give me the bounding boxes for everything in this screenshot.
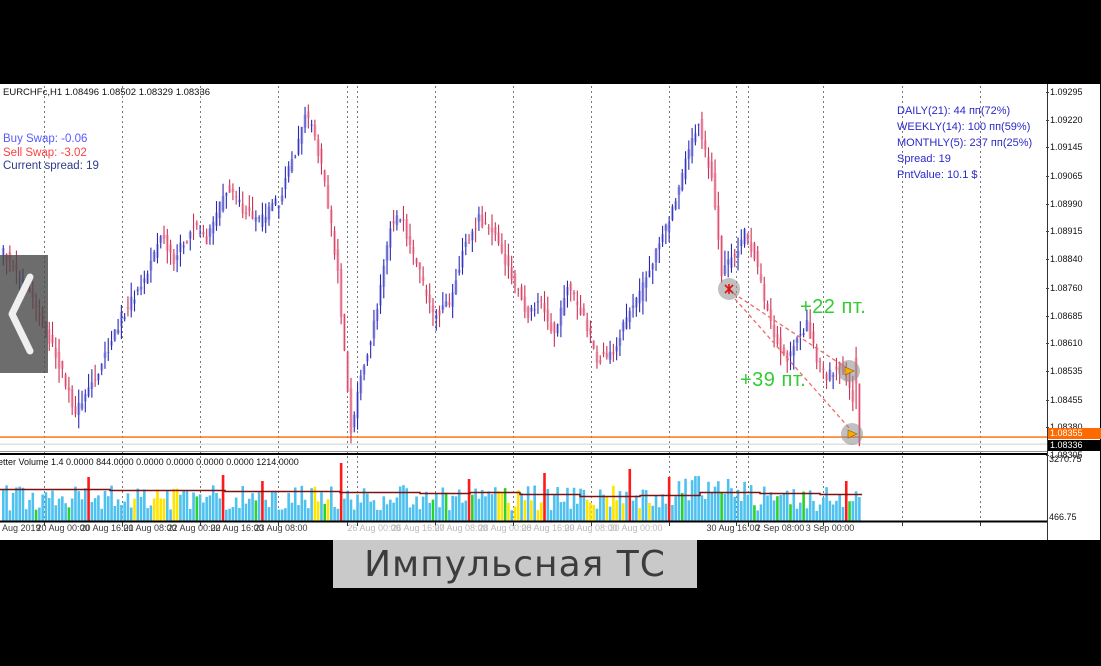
- time-tick-label: 23 Aug 08:00: [254, 523, 308, 533]
- time-tick-label: 21 Aug 08:00: [123, 523, 177, 533]
- time-tick-label: 2 Sep 08:00: [755, 523, 805, 533]
- trade-markers-layer: [718, 278, 863, 445]
- time-tick-label: 28 Aug 00:00: [478, 523, 532, 533]
- time-tick-label: Aug 2019: [2, 523, 41, 533]
- time-tick-label: 30 Aug 00:00: [609, 523, 663, 533]
- time-tick-label: 27 Aug 08:00: [434, 523, 488, 533]
- spread-stat: Spread: 19: [897, 153, 951, 165]
- price-lines-layer: [0, 436, 1047, 445]
- time-tick-label: 20 Aug 16:00: [80, 523, 134, 533]
- time-tick-label: 22 Aug 00:00: [167, 523, 221, 533]
- volume-indicator-label: etter Volume 1.4 0.0000 844.0000 0.0000 …: [0, 457, 299, 467]
- spread-label: Current spread: 19: [3, 160, 99, 172]
- price-chart-canvas[interactable]: [0, 84, 1101, 540]
- buy-swap-label: Buy Swap: -0.06: [3, 133, 88, 145]
- sell-swap-label: Sell Swap: -3.02: [3, 146, 87, 159]
- volume-layer: [0, 463, 862, 521]
- time-tick-label: 20 Aug 00:00: [36, 523, 90, 533]
- time-tick-label: 22 Aug 16:00: [210, 523, 264, 533]
- profit-annotation-22: +22 пт.: [800, 296, 867, 318]
- chart-panel[interactable]: [0, 84, 1100, 540]
- time-axis[interactable]: Aug 2019 20 Aug 00:00 20 Aug 16:00 21 Aug 0…: [0, 523, 1101, 539]
- profit-annotation-39: +39 пт.: [740, 369, 807, 391]
- volume-scale-min: 466.75: [1049, 512, 1077, 522]
- symbol-ohlc-line: EURCHFc,H1 1.08496 1.08502 1.08329 1.083…: [3, 87, 211, 98]
- monthly-stat: MONTHLY(5): 237 пп(25%): [897, 137, 1033, 149]
- time-tick-label: 26 Aug 16:00: [391, 523, 445, 533]
- time-tick-label: 29 Aug 08:00: [564, 523, 618, 533]
- indicator-info-block: DAILY(21): 44 пп(72%) WEEKLY(14): 100 пп…: [897, 103, 1032, 183]
- time-tick-label: 28 Aug 16:00: [521, 523, 575, 533]
- alert-price-badge: 1.08355: [1048, 428, 1101, 439]
- back-arrow[interactable]: [0, 255, 48, 373]
- time-tick-label: 3 Sep 00:00: [805, 523, 855, 533]
- pntvalue-stat: PntValue: 10.1 $: [897, 169, 978, 181]
- weekly-stat: WEEKLY(14): 100 пп(59%): [897, 121, 1031, 133]
- daily-stat: DAILY(21): 44 пп(72%): [897, 105, 1011, 117]
- strategy-caption: Импульсная ТС: [333, 540, 697, 588]
- current-price-badge: 1.08336: [1048, 440, 1101, 451]
- time-tick-label: 26 Aug 00:00: [347, 523, 401, 533]
- chevron-left-icon: [8, 273, 34, 355]
- time-tick-label: 30 Aug 16:00: [706, 523, 760, 533]
- frame-layer: [0, 84, 1048, 540]
- volume-scale-max: 3270.75: [1049, 454, 1082, 464]
- candles-layer: [1, 104, 861, 447]
- swap-info-block: Buy Swap: -0.06 Sell Swap: -3.02 Current…: [3, 133, 99, 174]
